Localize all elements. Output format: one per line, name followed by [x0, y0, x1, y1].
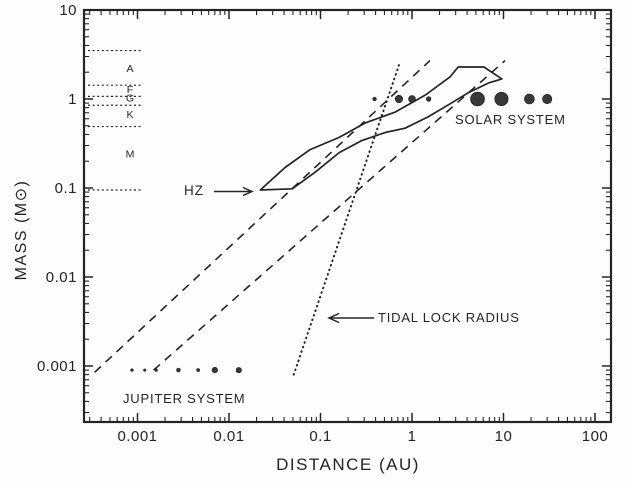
hz-scaling-dashed-line [153, 60, 506, 371]
y-tick-label: 0.01 [46, 269, 77, 286]
tidal-lock-annotation: TIDAL LOCK RADIUS [378, 310, 520, 325]
tidal-lock-line [292, 64, 400, 376]
solar-system-planet-dot [394, 95, 403, 104]
x-tick-label: 0.1 [309, 428, 331, 445]
solar-system-planet-dot [470, 91, 485, 107]
jupiter-moon-dot [130, 368, 134, 372]
hz-scaling-dashed-line [94, 60, 431, 373]
solar-system-planet-dot [372, 96, 377, 102]
x-tick-label: 0.01 [213, 428, 244, 445]
y-tick-label: 0.1 [55, 180, 77, 197]
spectral-class-label: G [126, 93, 134, 105]
x-tick-label: 1 [408, 428, 417, 445]
y-tick-label: 10 [59, 2, 77, 19]
spectral-class-label: F [127, 84, 133, 96]
jupiter-moon-dot [154, 368, 158, 372]
jupiter-moon-dot [143, 368, 147, 372]
spectral-class-label: M [126, 149, 135, 161]
tidal-lock-arrow-head [327, 312, 340, 324]
jupiter-system-label: JUPITER SYSTEM [123, 391, 246, 406]
hz-band-outline [259, 66, 503, 191]
solar-system-planet-dot [408, 95, 416, 103]
x-tick-label: 100 [582, 428, 609, 445]
spectral-class-label: K [126, 109, 133, 121]
jupiter-moon-dot [176, 367, 181, 373]
solar-system-planet-dot [426, 96, 432, 102]
hz-arrow-head [242, 186, 254, 197]
solar-system-planet-dot [524, 93, 535, 105]
solar-system-label: SOLAR SYSTEM [455, 112, 566, 127]
y-axis-title: MASS (M⊙) [13, 179, 30, 281]
x-tick-label: 0.001 [117, 428, 157, 445]
x-tick-label: 10 [495, 428, 513, 445]
spectral-class-label: A [126, 63, 133, 75]
solar-system-planet-dot [542, 94, 553, 105]
jupiter-moon-dot [211, 366, 218, 374]
y-tick-label: 0.001 [37, 358, 77, 375]
x-axis-title: DISTANCE (AU) [276, 455, 420, 474]
solar-system-planet-dot [494, 92, 509, 107]
jupiter-moon-dot [235, 367, 242, 374]
hz-annotation: HZ [184, 183, 204, 198]
y-tick-label: 1 [68, 91, 77, 108]
jupiter-moon-dot [196, 368, 200, 372]
